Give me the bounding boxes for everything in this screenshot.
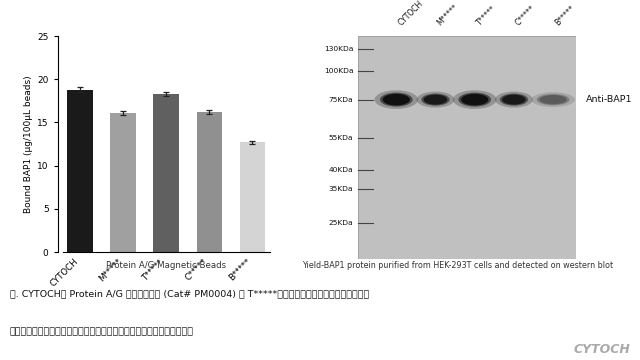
Text: Anti-BAP1: Anti-BAP1 (586, 95, 632, 104)
Ellipse shape (540, 95, 567, 104)
Text: 55KDa: 55KDa (329, 135, 353, 140)
Text: 75KDa: 75KDa (329, 96, 353, 103)
Text: 100KDa: 100KDa (324, 68, 353, 73)
Ellipse shape (502, 95, 525, 105)
Text: CYTOCH: CYTOCH (396, 0, 425, 27)
Text: B*****: B***** (553, 3, 577, 27)
Bar (154, 94, 179, 252)
Ellipse shape (453, 90, 497, 109)
Text: 25KDa: 25KDa (329, 220, 353, 226)
Text: 结合量最少。磁珠产品去除不必要的操作步骤，节省您的实验操作时间。: 结合量最少。磁珠产品去除不必要的操作步骤，节省您的实验操作时间。 (10, 327, 193, 336)
Text: CYTOCH: CYTOCH (573, 343, 630, 356)
Ellipse shape (380, 93, 413, 107)
Ellipse shape (537, 94, 570, 105)
Ellipse shape (383, 94, 410, 105)
Text: C*****: C***** (514, 3, 538, 27)
Bar (67, 90, 93, 252)
FancyBboxPatch shape (358, 36, 576, 259)
Text: M*****: M***** (435, 2, 460, 27)
Bar (111, 113, 136, 252)
Text: 图. CYTOCH的 Protein A/G 磁珠产品性能 (Cat# PM0004) 和 T*****产品性能接近，产量高并且非特异性: 图. CYTOCH的 Protein A/G 磁珠产品性能 (Cat# PM00… (10, 289, 369, 298)
Text: 35KDa: 35KDa (329, 186, 353, 192)
Ellipse shape (417, 91, 454, 108)
Text: 130KDa: 130KDa (324, 46, 353, 53)
Bar (239, 142, 266, 252)
Ellipse shape (461, 94, 488, 105)
Ellipse shape (458, 93, 491, 107)
Ellipse shape (500, 94, 528, 105)
Text: Protein A/G Magnetic Beads: Protein A/G Magnetic Beads (106, 261, 227, 270)
Ellipse shape (421, 94, 450, 105)
Bar (196, 112, 222, 252)
Ellipse shape (531, 92, 575, 107)
Ellipse shape (374, 90, 418, 109)
Text: T*****: T***** (475, 4, 498, 27)
Y-axis label: Bound BAP1 (μg/100μL beads): Bound BAP1 (μg/100μL beads) (24, 75, 33, 213)
Text: Yield-BAP1 protein purified from HEK-293T cells and detected on western blot: Yield-BAP1 protein purified from HEK-293… (302, 261, 613, 270)
Ellipse shape (424, 95, 447, 105)
Text: 40KDa: 40KDa (329, 167, 353, 173)
Ellipse shape (495, 91, 533, 108)
